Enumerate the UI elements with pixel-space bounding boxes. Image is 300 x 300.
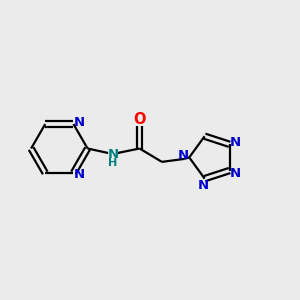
Text: N: N <box>178 149 189 162</box>
Text: N: N <box>198 179 209 192</box>
Text: N: N <box>73 116 84 129</box>
Text: H: H <box>108 158 118 168</box>
Text: N: N <box>230 136 241 149</box>
Text: N: N <box>229 167 241 180</box>
Text: N: N <box>107 148 118 161</box>
Text: N: N <box>73 168 84 181</box>
Text: O: O <box>133 112 146 127</box>
